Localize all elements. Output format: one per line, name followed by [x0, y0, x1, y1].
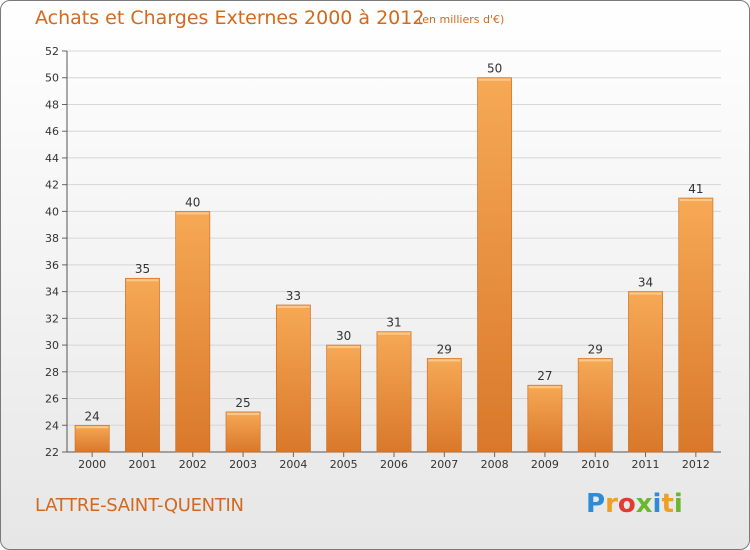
y-tick-label: 38 [45, 232, 59, 245]
bar-top-highlight [327, 346, 360, 349]
data-label-2012: 41 [688, 182, 703, 196]
data-label-2006: 31 [386, 316, 401, 330]
data-label-2009: 27 [537, 369, 552, 383]
data-label-2011: 34 [638, 276, 653, 290]
y-tick-label: 32 [45, 312, 59, 325]
bar-2002 [175, 211, 211, 453]
y-tick-label: 30 [45, 339, 59, 352]
bar-top-highlight [176, 212, 209, 215]
x-tick-label-2002: 2002 [179, 458, 207, 471]
x-tick-label-2012: 2012 [682, 458, 710, 471]
bar-top-highlight [478, 78, 511, 81]
bar-2011 [628, 291, 663, 453]
logo-letter: t [661, 489, 674, 519]
y-tick-label: 28 [45, 366, 59, 379]
y-tick-label: 52 [45, 45, 59, 58]
x-tick-label-2005: 2005 [330, 458, 358, 471]
bar-2008 [477, 77, 513, 453]
y-tick-label: 50 [45, 72, 59, 85]
y-tick-label: 24 [45, 419, 59, 432]
bar-top-highlight [377, 332, 411, 335]
y-tick-label: 48 [45, 98, 59, 111]
bar-2005 [326, 344, 362, 453]
bar-2012 [678, 197, 714, 453]
logo-letter: i [652, 489, 662, 519]
y-tick-label: 44 [45, 152, 59, 165]
data-label-2004: 33 [286, 289, 301, 303]
logo-letter: P [586, 489, 606, 519]
bar-top-highlight [528, 386, 562, 389]
logo-letter: x [635, 489, 653, 519]
x-tick-label-2008: 2008 [481, 458, 509, 471]
data-label-2010: 29 [588, 342, 603, 356]
x-tick-label-2010: 2010 [581, 458, 609, 471]
data-label-2000: 24 [85, 409, 100, 423]
bar-top-highlight [277, 305, 310, 308]
x-tick-label-2001: 2001 [128, 458, 156, 471]
x-tick-label-2011: 2011 [632, 458, 660, 471]
bar-top-highlight [76, 426, 109, 429]
unit-note: (en milliers d'€) [418, 13, 505, 26]
bar-top-highlight [579, 359, 612, 362]
x-tick-label-2003: 2003 [229, 458, 257, 471]
x-tick-label-2007: 2007 [430, 458, 458, 471]
y-tick-label: 42 [45, 179, 59, 192]
data-label-2002: 40 [185, 195, 200, 209]
x-tick-label-2004: 2004 [279, 458, 307, 471]
data-label-2008: 50 [487, 62, 502, 76]
bar-2000 [74, 424, 110, 453]
data-label-2003: 25 [235, 396, 250, 410]
town-name: LATTRE-SAINT-QUENTIN [35, 495, 244, 516]
y-tick-label: 34 [45, 286, 59, 299]
data-label-2005: 30 [336, 329, 351, 343]
y-tick-label: 40 [45, 205, 59, 218]
x-tick-label-2009: 2009 [531, 458, 559, 471]
data-label-2001: 35 [135, 262, 150, 276]
bar-2003 [225, 411, 261, 453]
y-tick-label: 36 [45, 259, 59, 272]
bar-2001 [125, 277, 160, 453]
logo-letter: i [673, 489, 683, 519]
y-tick-label: 22 [45, 446, 59, 459]
x-tick-label-2000: 2000 [78, 458, 106, 471]
bar-top-highlight [679, 199, 712, 202]
bar-top-highlight [629, 292, 662, 295]
axes: 22 24 26 28 30 32 34 36 38 40 42 44 46 48 50 52 2000 2001… [45, 45, 721, 471]
x-tick-label-2006: 2006 [380, 458, 408, 471]
bar-2006 [376, 331, 412, 453]
chart-title: Achats et Charges Externes 2000 à 2012 [35, 7, 425, 29]
y-tick-label: 46 [45, 125, 59, 138]
data-label-2007: 29 [437, 342, 452, 356]
bar-2004 [275, 304, 311, 453]
logo-letter: o [617, 489, 636, 519]
bar-2007 [426, 358, 462, 453]
data-labels: 24 35 40 25 33 30 31 29 50 27 29 34 41 [85, 62, 704, 424]
bars [74, 77, 714, 453]
y-tick-label: 26 [45, 393, 59, 406]
bar-2010 [577, 358, 613, 453]
proxiti-logo: Proxiti [586, 489, 683, 519]
logo-letter: r [605, 489, 618, 519]
bar-top-highlight [226, 412, 260, 415]
bar-2009 [527, 384, 563, 453]
bar-top-highlight [126, 279, 159, 282]
bar-top-highlight [428, 359, 461, 362]
